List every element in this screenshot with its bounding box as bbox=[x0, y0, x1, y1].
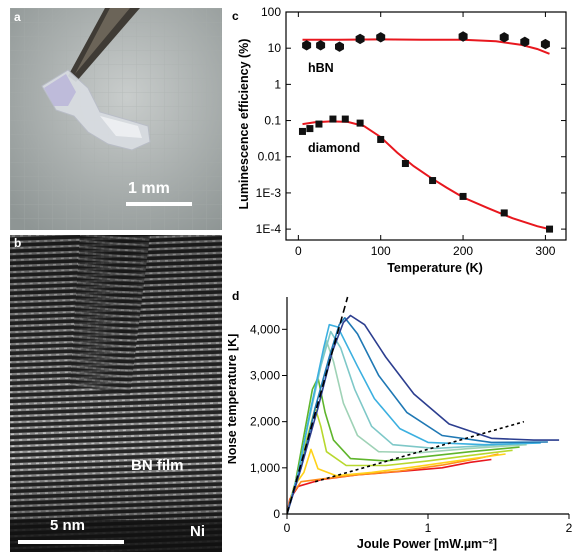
tem-image bbox=[10, 235, 222, 552]
x-tick-label-c: 0 bbox=[295, 244, 302, 258]
data-point-hbn bbox=[335, 41, 344, 52]
y-tick-label-d: 4,000 bbox=[250, 322, 280, 336]
y-tick-label-d: 0 bbox=[273, 507, 280, 521]
data-point-hbn bbox=[520, 36, 530, 47]
panel-label-a: a bbox=[14, 10, 21, 24]
x-tick-label-d: 1 bbox=[425, 521, 432, 535]
reference-line-shallow bbox=[314, 420, 525, 483]
y-axis-title-d: Noise temperature [K] bbox=[228, 334, 239, 465]
data-point-diamond bbox=[341, 115, 349, 123]
x-tick-label-d: 0 bbox=[284, 521, 291, 535]
data-point-diamond bbox=[356, 119, 364, 127]
data-point-diamond bbox=[429, 177, 437, 185]
data-point-hbn bbox=[540, 38, 550, 50]
data-point-hbn bbox=[376, 32, 386, 43]
x-tick-label-c: 200 bbox=[453, 244, 473, 258]
photo-panel-a: a 1 mm bbox=[10, 8, 222, 230]
x-tick-label-c: 100 bbox=[371, 244, 391, 258]
y-tick-label-d: 2,000 bbox=[250, 415, 280, 429]
data-point-diamond bbox=[401, 160, 409, 168]
data-point-hbn bbox=[458, 31, 468, 42]
y-tick-label-c: 1E-4 bbox=[256, 222, 282, 236]
series-label-diamond: diamond bbox=[308, 141, 360, 155]
data-point-diamond bbox=[315, 120, 323, 128]
data-point-hbn bbox=[316, 40, 326, 51]
data-point-hbn bbox=[302, 40, 312, 51]
scale-label-a: 1 mm bbox=[128, 180, 170, 197]
panel-label-b: b bbox=[14, 236, 22, 250]
series-label-hbn: hBN bbox=[308, 61, 334, 75]
panel-label-d: d bbox=[232, 289, 239, 303]
scale-bar-b bbox=[18, 540, 124, 544]
data-point-hbn bbox=[355, 33, 365, 45]
data-point-diamond bbox=[306, 125, 314, 133]
series-line-6 bbox=[287, 340, 527, 514]
tweezer-tip bbox=[68, 8, 140, 82]
plot-frame-c bbox=[285, 11, 567, 241]
series-line-9 bbox=[287, 317, 548, 514]
data-point-diamond bbox=[298, 127, 306, 135]
series-line-7 bbox=[287, 330, 534, 514]
y-tick-label-c: 0.01 bbox=[258, 150, 282, 164]
scale-label-b: 5 nm bbox=[50, 517, 86, 534]
plot-series-d bbox=[287, 296, 560, 514]
data-point-diamond bbox=[500, 209, 508, 217]
substrate-label: Ni bbox=[190, 523, 205, 540]
x-tick-label-c: 300 bbox=[535, 244, 555, 258]
x-axis-title-d: Joule Power [mW.µm⁻²] bbox=[357, 537, 497, 551]
y-tick-label-c: 10 bbox=[268, 41, 282, 55]
panel-label-c: c bbox=[232, 9, 239, 23]
fit-line-diamond bbox=[302, 120, 550, 231]
y-tick-label-d: 3,000 bbox=[250, 368, 280, 382]
y-tick-label-c: 0.1 bbox=[264, 114, 281, 128]
y-axis-title-c: Luminescence efficiency (%) bbox=[237, 39, 251, 210]
series-line-5 bbox=[287, 377, 520, 514]
y-tick-label-c: 1E-3 bbox=[256, 186, 282, 200]
film-label: BN film bbox=[131, 457, 184, 474]
sample-photo bbox=[10, 8, 222, 230]
series-line-10 bbox=[287, 314, 560, 514]
data-point-diamond bbox=[459, 192, 467, 200]
data-point-diamond bbox=[546, 225, 554, 233]
data-point-hbn bbox=[499, 32, 509, 43]
y-tick-label-c: 100 bbox=[261, 5, 281, 19]
photo-panel-b: b BN film 5 nm Ni bbox=[10, 235, 222, 552]
y-tick-label-d: 1,000 bbox=[250, 461, 280, 475]
data-point-diamond bbox=[377, 135, 385, 143]
reference-line-steep bbox=[287, 296, 349, 514]
chart-d: d Noise temperature [K] Joule Power [mW.… bbox=[228, 289, 573, 551]
x-tick-label-d: 2 bbox=[566, 521, 573, 535]
y-tick-label-c: 1 bbox=[274, 77, 281, 91]
data-point-diamond bbox=[329, 115, 337, 123]
chart-c: c Luminescence efficiency (%) Temperatur… bbox=[232, 5, 567, 275]
scale-bar-a bbox=[126, 202, 192, 206]
series-line-3 bbox=[287, 448, 506, 514]
series-line-8 bbox=[287, 323, 541, 514]
x-axis-title-c: Temperature (K) bbox=[387, 261, 483, 275]
